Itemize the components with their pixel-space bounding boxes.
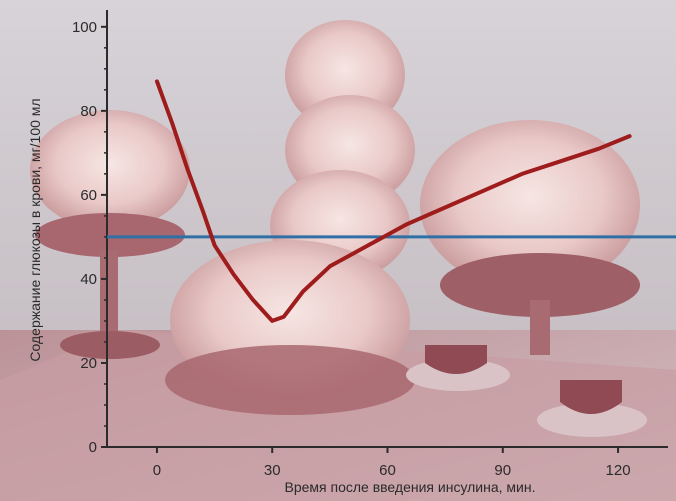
- x-axis-title: Время после введения инсулина, мин.: [285, 479, 536, 495]
- y-tick-label: 100: [72, 19, 97, 36]
- x-tick-label: 90: [494, 462, 511, 479]
- x-tick-label: 30: [264, 462, 281, 479]
- y-tick-label: 80: [80, 103, 97, 120]
- glucose-series-line: [155, 79, 632, 323]
- x-tick-label: 0: [153, 462, 161, 479]
- y-tick-label: 20: [80, 355, 97, 372]
- y-tick-label: 0: [89, 439, 97, 456]
- x-ticks: 0 30 60 90 120: [153, 447, 631, 479]
- y-axis-title: Содержание глюкозы в крови, мг/100 мл: [27, 98, 43, 361]
- x-tick-label: 60: [379, 462, 396, 479]
- y-tick-label: 60: [80, 187, 97, 204]
- y-ticks: 0 20 40 60 80 100: [72, 19, 107, 456]
- y-tick-label: 40: [80, 271, 97, 288]
- x-tick-label: 120: [606, 462, 631, 479]
